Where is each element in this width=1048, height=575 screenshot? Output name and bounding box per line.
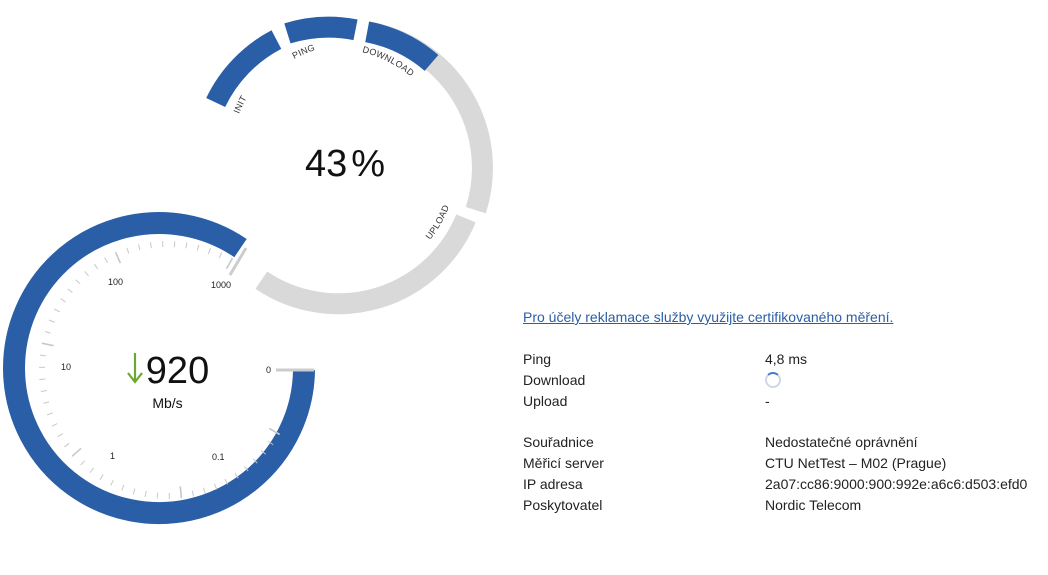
detail-value: 2a07:cc86:9000:900:992e:a6c6:d503:efd0	[765, 476, 1028, 492]
gauge-major-tick	[179, 486, 183, 499]
gauge-minor-tick	[138, 244, 141, 251]
gauge-minor-tick	[64, 442, 70, 448]
gauge-minor-tick	[93, 263, 99, 270]
gauge-minor-tick	[244, 466, 249, 472]
gauge-minor-tick	[126, 247, 130, 254]
stage-segment-init	[206, 30, 282, 108]
speed-gauge-ticks	[39, 241, 281, 499]
gauge-minor-tick	[214, 483, 218, 490]
result-row-ping: Ping 4,8 ms	[523, 349, 1043, 370]
gauge-minor-tick	[89, 467, 95, 474]
detail-row-coordinates: Souřadnice Nedostatečné oprávnění	[523, 432, 1043, 453]
gauge-minor-tick	[218, 252, 223, 259]
gauge-minor-tick	[207, 248, 211, 255]
stage-label-ping: PING	[291, 42, 317, 60]
tick-label-100: 100	[108, 277, 123, 287]
stage-segment-ping	[284, 16, 358, 44]
gauge-minor-tick	[203, 487, 206, 494]
gauge-minor-tick	[260, 449, 266, 455]
gauge-minor-tick	[44, 330, 51, 334]
gauge-minor-tick	[224, 478, 229, 485]
gauge-minor-tick	[75, 279, 81, 285]
gauge-minor-tick	[99, 474, 104, 480]
gauge-minor-tick	[48, 319, 55, 323]
detail-value: Nedostatečné oprávnění	[765, 434, 918, 450]
detail-label: Souřadnice	[523, 434, 594, 450]
gauge-major-tick	[114, 251, 122, 264]
gauge-minor-tick	[252, 458, 258, 464]
gauge-minor-tick	[267, 440, 274, 446]
detail-label: Poskytovatel	[523, 497, 603, 513]
speed-number: 920	[145, 350, 210, 392]
gauge-minor-tick	[43, 401, 50, 404]
gauge-minor-tick	[54, 308, 60, 313]
gauge-minor-tick	[60, 298, 66, 303]
gauge-major-tick	[225, 257, 234, 270]
gauge-minor-tick	[196, 244, 200, 251]
speed-unit: Mb/s	[152, 395, 183, 411]
speed-gauge-arc	[3, 212, 315, 524]
stage-segment-upload	[255, 214, 476, 315]
gauge-minor-tick	[149, 242, 152, 249]
speed-gauge: 0 0.1 1 10 100 1000	[3, 212, 315, 524]
tick-label-10: 10	[61, 362, 71, 372]
gauge-major-tick	[41, 342, 54, 347]
gauge-minor-tick	[46, 412, 53, 416]
speed-value: 920	[100, 348, 235, 394]
result-row-download: Download	[523, 370, 1043, 391]
spinner-icon	[765, 372, 781, 388]
gauge-minor-tick	[84, 271, 89, 277]
speed-readout: 920 Mb/s	[100, 348, 235, 412]
result-value: -	[765, 393, 770, 409]
progress-percent: 43%	[280, 140, 410, 188]
tick-label-1: 1	[110, 451, 115, 461]
detail-row-provider: Poskytovatel Nordic Telecom	[523, 495, 1043, 516]
progress-ring	[206, 16, 493, 315]
result-label: Upload	[523, 393, 568, 409]
gauge-minor-tick	[51, 423, 58, 427]
gauge-minor-tick	[132, 488, 136, 495]
arrow-down-icon	[126, 353, 143, 384]
gauge-minor-tick	[39, 354, 46, 357]
gauge-major-tick	[268, 427, 281, 436]
tick-label-0.1: 0.1	[212, 452, 225, 462]
detail-label: IP adresa	[523, 476, 583, 492]
gauge-minor-tick	[57, 433, 64, 438]
gauge-max-marker	[228, 247, 248, 276]
gauge-minor-tick	[40, 390, 47, 393]
gauge-minor-tick	[67, 288, 73, 293]
details-table: Souřadnice Nedostatečné oprávnění Měřicí…	[523, 432, 1043, 516]
stage-label-init: INIT	[232, 94, 249, 115]
stage-segment-download-done	[364, 21, 439, 72]
results-table: Ping 4,8 ms Download Upload -	[523, 349, 1043, 412]
gauge-minor-tick	[110, 479, 114, 486]
gauge-minor-tick	[191, 490, 194, 497]
detail-row-ip: IP adresa 2a07:cc86:9000:900:992e:a6c6:d…	[523, 474, 1043, 495]
certified-measurement-link[interactable]: Pro účely reklamace služby využijte cert…	[523, 309, 894, 325]
gauge-minor-tick	[80, 460, 86, 466]
detail-label: Měřicí server	[523, 455, 604, 471]
gauge-minor-tick	[185, 242, 188, 249]
gauge-minor-tick	[144, 490, 147, 498]
gauge-minor-tick	[156, 492, 159, 499]
gauge-minor-tick	[104, 257, 109, 264]
progress-percent-sign: %	[351, 143, 386, 185]
tick-label-1000: 1000	[211, 280, 231, 290]
tick-label-0: 0	[266, 365, 271, 375]
progress-percent-number: 43	[304, 143, 348, 185]
detail-row-server: Měřicí server CTU NetTest – M02 (Prague)	[523, 453, 1043, 474]
detail-value: Nordic Telecom	[765, 497, 862, 513]
result-row-upload: Upload -	[523, 391, 1043, 412]
detail-value: CTU NetTest – M02 (Prague)	[765, 455, 947, 471]
gauge-major-tick	[71, 447, 82, 457]
gauge-minor-tick	[121, 484, 125, 491]
gauge-minor-tick	[234, 472, 239, 479]
result-value	[765, 370, 781, 391]
result-label: Download	[523, 372, 586, 388]
result-label: Ping	[523, 351, 552, 367]
result-value: 4,8 ms	[765, 351, 808, 367]
